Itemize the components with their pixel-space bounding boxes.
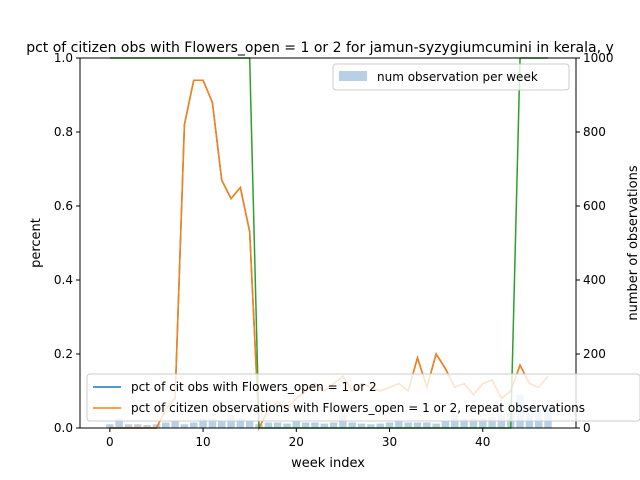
legend-bars-swatch xyxy=(339,71,367,81)
bar-week-10 xyxy=(199,418,207,428)
bar-week-23 xyxy=(320,423,328,428)
x-axis-label: week index xyxy=(291,456,365,471)
legend-line-1-label: pct of cit obs with Flowers_open = 1 or … xyxy=(131,380,377,394)
bar-week-5 xyxy=(152,424,161,428)
bar-week-8 xyxy=(180,424,189,428)
bar-week-31 xyxy=(395,420,403,428)
bar-week-17 xyxy=(264,422,273,428)
y-axis-ticks: 0.0 0.2 0.4 0.6 0.8 1.0 xyxy=(54,51,80,435)
bar-week-20 xyxy=(292,420,301,428)
y2-tick-label: 200 xyxy=(583,347,606,361)
bar-week-41 xyxy=(488,416,496,428)
bar-week-24 xyxy=(329,422,338,428)
bar-week-30 xyxy=(385,422,394,428)
bar-week-39 xyxy=(469,418,478,428)
y-tick-label: 0.6 xyxy=(54,199,73,213)
x-tick-label: 40 xyxy=(475,435,490,449)
bar-week-9 xyxy=(190,422,198,428)
line-series-group xyxy=(109,57,549,431)
bar-week-0 xyxy=(106,424,114,428)
y2-tick-label: 0 xyxy=(583,421,591,435)
bar-week-22 xyxy=(311,422,319,428)
bar-week-34 xyxy=(423,422,431,428)
y2-axis-label: number of observations xyxy=(626,165,640,320)
x-axis-ticks: 0 10 20 30 40 xyxy=(106,428,490,449)
chart-title: pct of citizen obs with Flowers_open = 1… xyxy=(26,40,614,56)
bar-week-35 xyxy=(432,423,440,428)
y-tick-label: 0.0 xyxy=(54,421,73,435)
bar-week-27 xyxy=(357,423,366,428)
x-tick-label: 10 xyxy=(195,435,210,449)
bar-week-13 xyxy=(227,415,235,428)
bar-week-15 xyxy=(245,420,254,428)
bar-week-2 xyxy=(124,424,133,428)
bar-week-40 xyxy=(479,418,487,428)
x-tick-label: 0 xyxy=(106,435,114,449)
bar-week-26 xyxy=(348,422,356,428)
bar-week-12 xyxy=(217,420,226,428)
y-tick-label: 1.0 xyxy=(54,51,73,65)
y2-tick-label: 800 xyxy=(583,125,606,139)
bar-week-1 xyxy=(115,418,123,428)
bar-week-11 xyxy=(208,418,217,428)
bar-week-7 xyxy=(171,420,179,428)
y-tick-label: 0.8 xyxy=(54,125,73,139)
y-axis-label: percent xyxy=(29,218,44,268)
plot-frame xyxy=(79,57,577,429)
bar-week-38 xyxy=(460,418,468,428)
x-tick-label: 30 xyxy=(382,435,397,449)
legend-lines: pct of cit obs with Flowers_open = 1 or … xyxy=(86,373,640,422)
bar-week-18 xyxy=(273,422,282,428)
y-tick-label: 0.4 xyxy=(54,273,73,287)
bar-week-21 xyxy=(301,422,310,428)
bar-week-42 xyxy=(497,415,506,428)
legend-bars-frame xyxy=(332,63,570,91)
legend-line-2-label: pct of citizen observations with Flowers… xyxy=(131,401,585,415)
x-tick-label: 20 xyxy=(289,435,304,449)
bar-week-4 xyxy=(143,425,151,428)
bar-week-36 xyxy=(441,420,450,428)
bar-week-6 xyxy=(162,422,170,428)
y-tick-label: 0.2 xyxy=(54,347,73,361)
bar-week-33 xyxy=(413,422,422,428)
legend-lines-frame xyxy=(86,373,640,422)
legend-bars-label: num observation per week xyxy=(377,70,538,84)
bar-week-28 xyxy=(367,424,375,428)
bar-week-29 xyxy=(376,423,384,428)
legend-bars: num observation per week xyxy=(332,63,570,91)
bar-week-32 xyxy=(404,422,412,428)
bar-week-14 xyxy=(236,418,245,428)
y2-tick-label: 600 xyxy=(583,199,606,213)
y2-tick-label: 1000 xyxy=(583,51,614,65)
y2-axis-ticks: 0 200 400 600 800 1000 xyxy=(576,51,614,435)
bar-week-3 xyxy=(134,424,142,428)
bar-week-19 xyxy=(283,423,291,428)
y2-tick-label: 400 xyxy=(583,273,606,287)
